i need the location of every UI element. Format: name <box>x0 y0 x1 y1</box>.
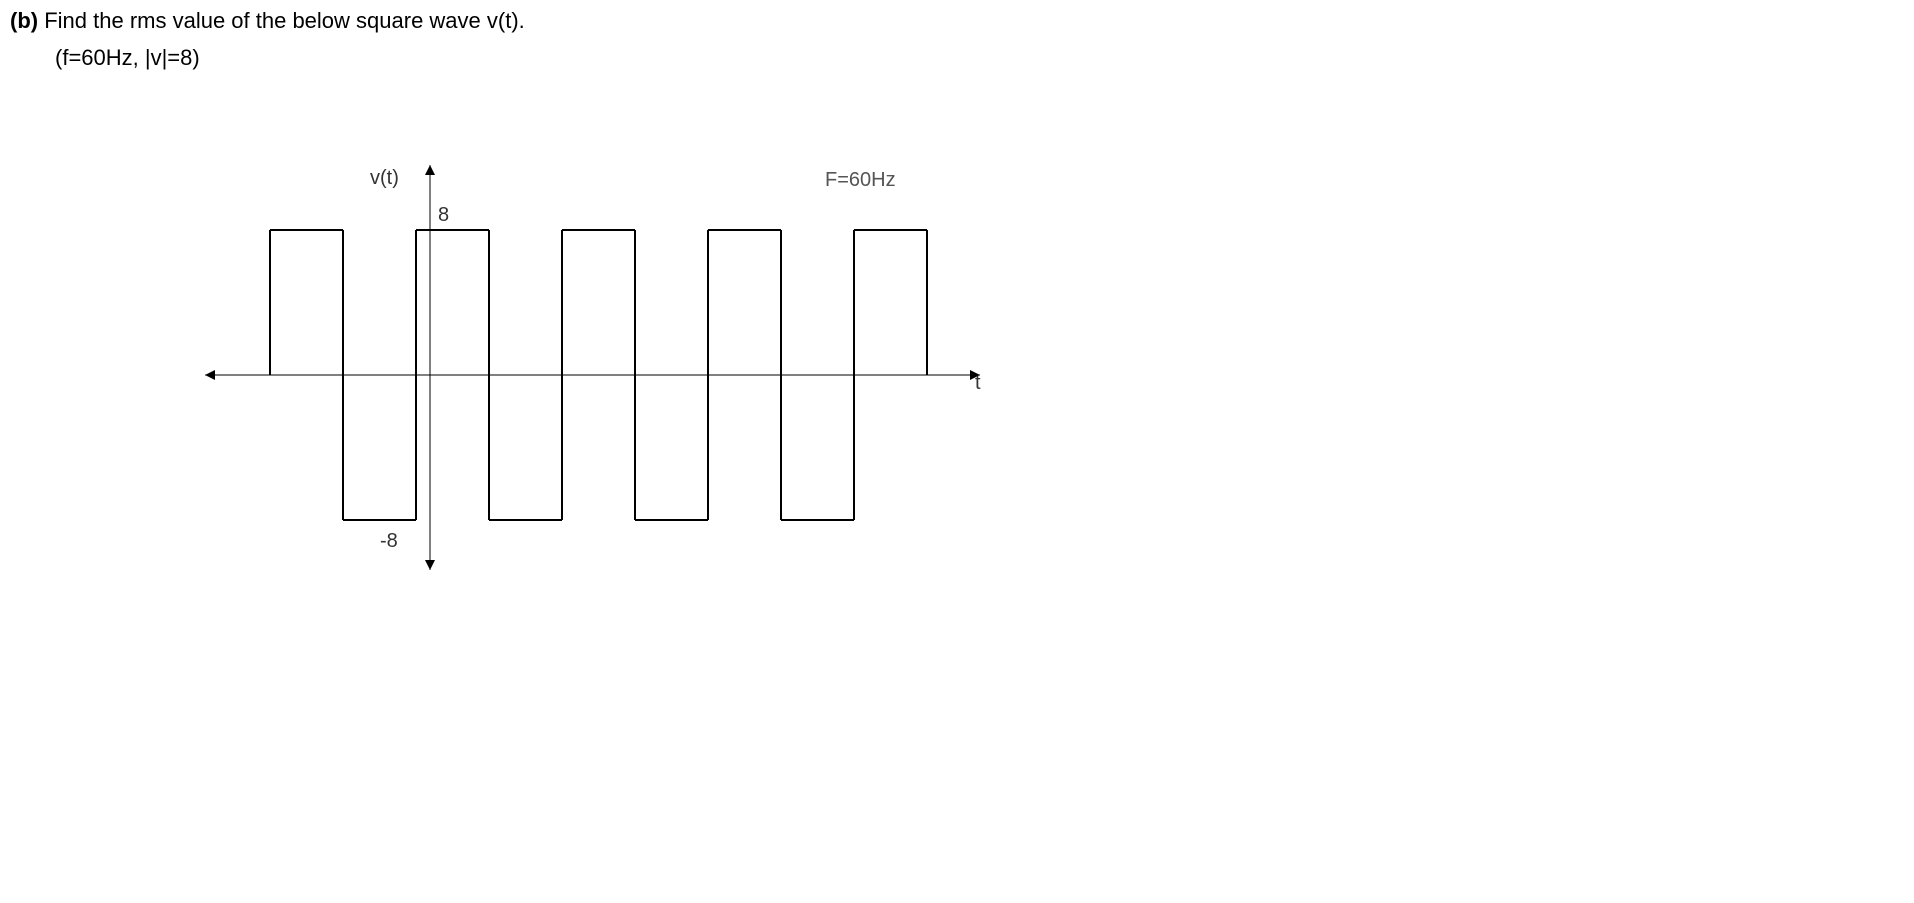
part-label: (b) <box>10 8 38 33</box>
square-wave-chart: v(t) F=60Hz 8 -8 t <box>200 160 1000 610</box>
y-axis-bottom-arrow-icon <box>425 560 435 570</box>
y-axis-label: v(t) <box>370 167 399 190</box>
x-axis-label: t <box>975 372 981 395</box>
wave-svg <box>200 160 1000 610</box>
amplitude-negative-label: -8 <box>380 530 398 553</box>
amplitude-positive-label: 8 <box>438 204 449 227</box>
question-prompt: Find the rms value of the below square w… <box>44 8 525 33</box>
x-axis-left-arrow-icon <box>205 370 215 380</box>
question-conditions: (f=60Hz, |v|=8) <box>55 45 200 71</box>
frequency-annotation: F=60Hz <box>825 169 896 192</box>
y-axis-top-arrow-icon <box>425 165 435 175</box>
